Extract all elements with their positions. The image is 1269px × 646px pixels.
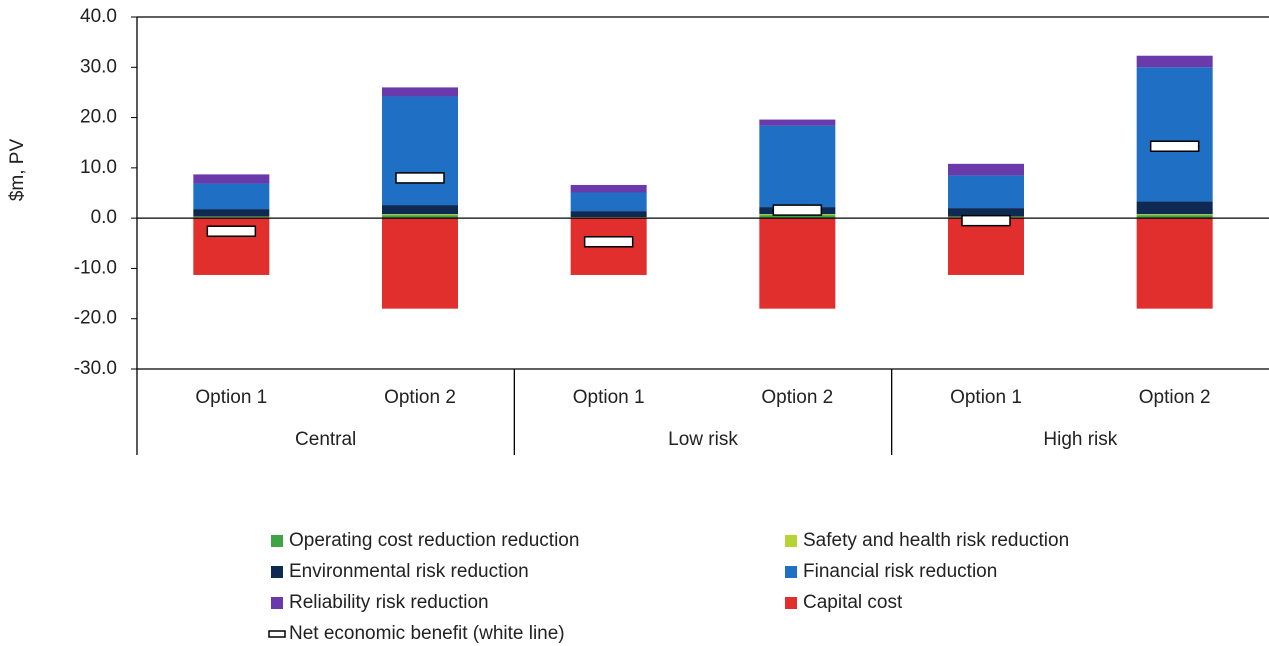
group-label: Central xyxy=(295,429,356,450)
net-marker xyxy=(395,172,445,184)
bar-segment xyxy=(1136,55,1213,68)
bar-segment xyxy=(1136,218,1213,309)
y-tick-label: -20.0 xyxy=(74,308,117,329)
x-tick-label: Option 1 xyxy=(950,387,1022,408)
bar-segment xyxy=(1136,215,1213,219)
bar-segment xyxy=(382,96,458,206)
legend-label: Capital cost xyxy=(803,592,903,613)
bar-segment xyxy=(570,192,647,212)
bar-segment xyxy=(382,87,458,97)
bar-segment xyxy=(570,217,647,218)
bar-segment xyxy=(1136,67,1213,202)
bar-segment xyxy=(948,175,1024,209)
legend-label: Reliability risk reduction xyxy=(289,592,489,613)
net-marker xyxy=(772,204,823,216)
net-marker xyxy=(583,236,634,248)
legend-swatch xyxy=(268,630,286,638)
legend-label: Financial risk reduction xyxy=(803,561,997,582)
legend-swatch xyxy=(271,597,283,609)
bar-segment xyxy=(759,125,836,208)
y-tick-label: 40.0 xyxy=(80,6,117,27)
legend-swatch xyxy=(785,566,797,578)
y-tick-label: 30.0 xyxy=(80,56,117,77)
y-axis-label: $m, PV xyxy=(7,139,28,202)
bar-segment xyxy=(193,209,270,217)
group-label: Low risk xyxy=(668,429,738,450)
bar-segment xyxy=(382,205,458,215)
legend-label: Environmental risk reduction xyxy=(289,561,529,582)
bar-segment xyxy=(759,215,836,219)
bar-segment xyxy=(382,214,458,216)
y-tick-label: -30.0 xyxy=(74,358,117,379)
bar-segment xyxy=(948,218,1024,275)
y-tick-label: -10.0 xyxy=(74,257,117,278)
bar-segment xyxy=(382,215,458,219)
x-tick-label: Option 2 xyxy=(1139,387,1211,408)
bar-segment xyxy=(570,211,647,218)
bar-segment xyxy=(193,216,270,218)
legend-swatch xyxy=(271,566,283,578)
y-tick-label: 0.0 xyxy=(91,207,117,228)
bar-segment xyxy=(570,184,647,193)
bar-segment xyxy=(193,174,270,184)
group-label: High risk xyxy=(1043,429,1117,450)
bar-segment xyxy=(948,163,1024,176)
bar-segment xyxy=(759,119,836,126)
x-tick-label: Option 2 xyxy=(761,387,833,408)
legend-swatch xyxy=(271,535,283,547)
legend-label: Net economic benefit (white line) xyxy=(289,623,565,644)
bar-segment xyxy=(948,208,1024,217)
net-marker xyxy=(206,225,257,237)
legend-label: Operating cost reduction reduction xyxy=(289,530,579,551)
x-tick-label: Option 1 xyxy=(195,387,267,408)
bar-segment xyxy=(1136,201,1213,215)
net-marker xyxy=(1149,140,1200,152)
bar-segment xyxy=(193,183,270,210)
legend-label: Safety and health risk reduction xyxy=(803,530,1069,551)
bar-segment xyxy=(1136,214,1213,216)
x-tick-label: Option 1 xyxy=(573,387,645,408)
x-tick-label: Option 2 xyxy=(384,387,456,408)
bar-segment xyxy=(759,218,836,309)
legend-swatch xyxy=(785,597,797,609)
bar-segment xyxy=(382,218,458,309)
y-tick-label: 20.0 xyxy=(80,107,117,128)
net-marker xyxy=(961,214,1011,227)
legend-swatch xyxy=(785,535,797,547)
y-tick-label: 10.0 xyxy=(80,157,117,178)
